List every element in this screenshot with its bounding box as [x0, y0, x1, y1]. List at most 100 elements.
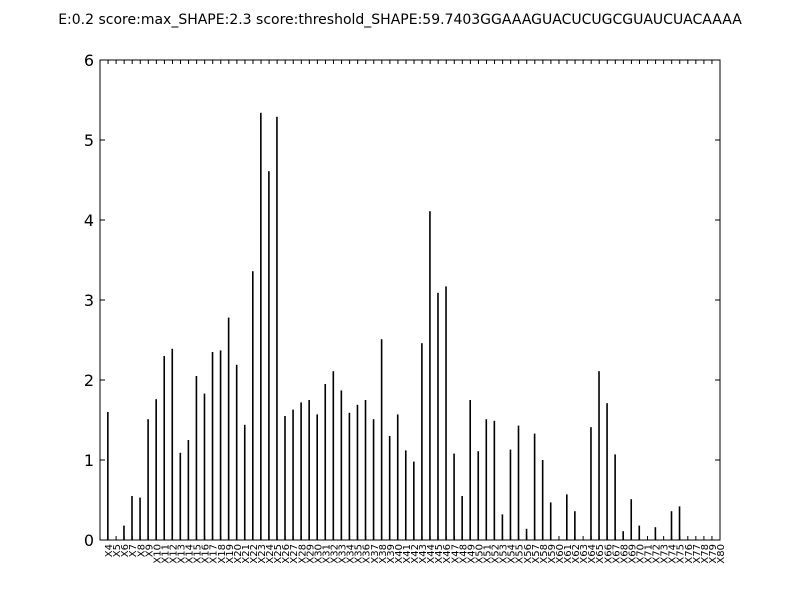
x-tick-label: X73 [660, 544, 671, 564]
bar-X64 [590, 427, 592, 540]
x-tick-label: X10 [152, 544, 163, 564]
x-tick-label: X34 [346, 544, 357, 564]
bar-X59 [549, 502, 552, 540]
x-tick-label: X54 [507, 544, 518, 564]
x-tick-label: X72 [652, 544, 663, 564]
bar-X70 [638, 525, 641, 540]
x-tick-label: X5 [112, 544, 123, 557]
bar-X29 [308, 400, 310, 540]
x-tick-label: X44 [426, 544, 437, 564]
bar-X53 [501, 514, 504, 540]
x-tick-label: X79 [708, 544, 719, 564]
x-tick-label: X14 [185, 544, 196, 564]
x-tick-label: X77 [692, 544, 703, 564]
bar-X19 [227, 317, 230, 540]
bar-X46 [445, 286, 447, 540]
x-tick-label: X11 [160, 544, 171, 564]
bar-X39 [388, 436, 391, 540]
bar-X23 [260, 112, 262, 541]
bar-X24 [268, 171, 270, 540]
x-tick-label: X48 [458, 544, 469, 564]
bar-X55 [517, 425, 520, 540]
x-tick-label: X60 [555, 544, 566, 564]
x-tick-label: X52 [491, 544, 502, 564]
bar-X8 [139, 497, 141, 540]
x-tick-label: X26 [281, 544, 292, 564]
x-tick-label: X38 [378, 544, 389, 564]
bar-X34 [348, 412, 351, 540]
y-tick-label: 2 [84, 371, 94, 390]
x-tick-label: X23 [257, 544, 268, 564]
bar-X62 [574, 511, 576, 540]
y-axis: 0 1 2 3 4 5 6 [84, 51, 720, 550]
x-tick-label: X29 [305, 544, 316, 564]
bar-X18 [219, 350, 222, 540]
x-tick-label: X9 [144, 544, 155, 557]
bar-X30 [316, 414, 318, 540]
bar-X41 [404, 450, 407, 540]
x-tick-label: X70 [635, 544, 646, 564]
bar-X36 [364, 400, 367, 540]
bar-X21 [243, 424, 246, 540]
bar-X25 [276, 116, 278, 541]
x-tick-label: X33 [338, 544, 349, 564]
x-tick-label: X58 [539, 544, 550, 564]
bar-X44 [429, 211, 431, 540]
x-tick-label: X31 [321, 544, 332, 564]
bar-X49 [469, 400, 471, 540]
x-tick-label: X25 [273, 544, 284, 564]
bar-X33 [340, 390, 343, 540]
bar-X31 [324, 384, 327, 540]
bar-X6 [123, 525, 125, 540]
bar-X74 [670, 511, 673, 540]
x-tick-label: X59 [547, 544, 558, 564]
bar-X72 [654, 527, 657, 540]
x-tick-label: X65 [595, 544, 606, 564]
bar-X11 [163, 356, 166, 540]
bar-X4 [107, 412, 109, 540]
bar-X26 [284, 416, 286, 540]
x-tick-label: X12 [168, 544, 179, 564]
bar-X22 [251, 271, 254, 540]
x-tick-label: X57 [531, 544, 542, 564]
bar-X32 [332, 371, 335, 540]
x-tick-label: X69 [627, 544, 638, 564]
x-tick-label: X74 [668, 544, 679, 564]
x-tick-label: X35 [354, 544, 365, 564]
bar-X43 [421, 343, 423, 540]
y-tick-label: 1 [84, 451, 94, 470]
x-tick-label: X63 [579, 544, 590, 564]
plot-frame [99, 59, 721, 541]
x-tick-label: X80 [716, 544, 727, 564]
bar-X67 [614, 454, 616, 540]
y-tick-label: 4 [84, 211, 94, 230]
x-tick-label: X6 [120, 544, 131, 557]
bar-X51 [485, 419, 488, 540]
bar-X17 [211, 352, 214, 540]
bar-X42 [413, 461, 415, 540]
x-tick-label: X42 [410, 544, 421, 564]
x-tick-label: X46 [442, 544, 453, 564]
x-tick-label: X61 [563, 544, 574, 564]
bar-X7 [131, 496, 133, 540]
x-tick-label: X13 [177, 544, 188, 564]
bar-X27 [292, 409, 294, 540]
bar-X12 [171, 348, 174, 540]
bar-X20 [235, 364, 238, 540]
x-tick-label: X76 [684, 544, 695, 564]
x-tick-label: X4 [104, 544, 115, 557]
bar-X45 [437, 292, 439, 540]
bar-X65 [598, 371, 600, 540]
bar-X56 [525, 528, 528, 540]
x-tick-label: X64 [587, 544, 598, 564]
x-tick-label: X78 [700, 544, 711, 564]
x-tick-label: X55 [515, 544, 526, 564]
x-tick-label: X71 [644, 544, 655, 564]
bar-X40 [396, 414, 399, 540]
x-tick-label: X21 [241, 544, 252, 564]
bar-X57 [533, 433, 536, 540]
x-tick-label: X15 [193, 544, 204, 564]
bar-X61 [566, 494, 568, 540]
